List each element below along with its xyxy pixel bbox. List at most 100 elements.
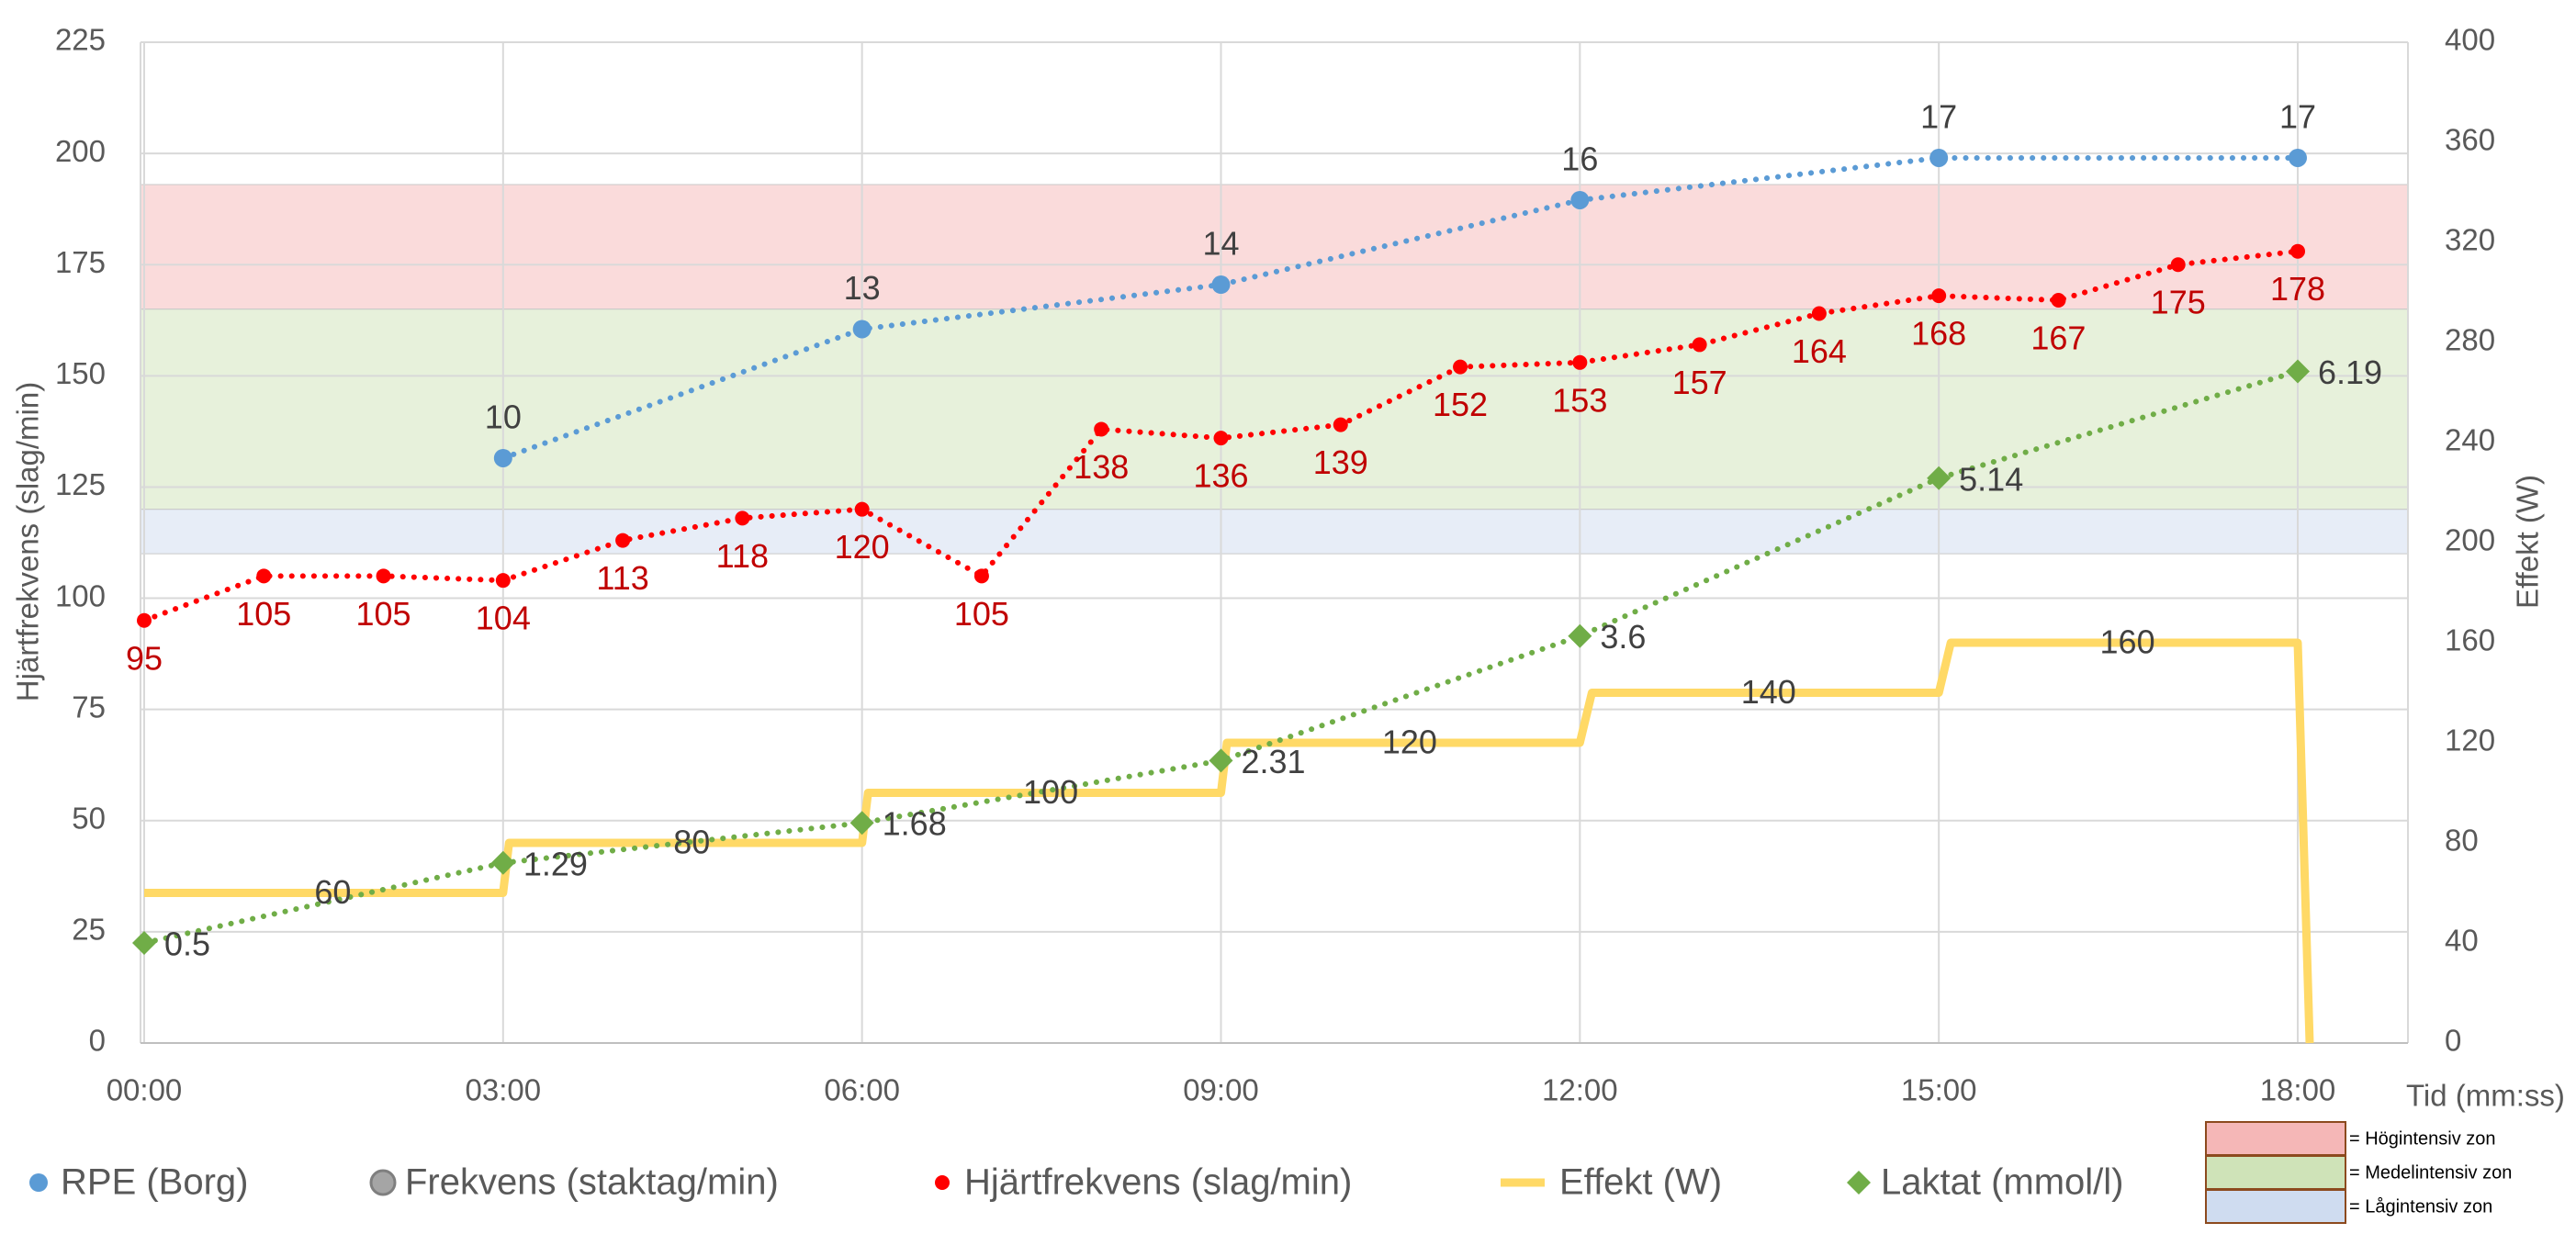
hjartfrekvens-data-label: 157 (1672, 364, 1727, 401)
y2-tick-label: 0 (2445, 1024, 2461, 1058)
hjartfrekvens-point (1333, 417, 1348, 432)
hjartfrekvens-data-label: 104 (476, 600, 531, 637)
hjartfrekvens-point (854, 501, 870, 517)
y-tick-label: 150 (55, 356, 106, 390)
rpe-data-label: 17 (2279, 97, 2316, 135)
hjartfrekvens-data-label: 175 (2151, 284, 2206, 321)
legend: RPE (Borg) Frekvens (staktag/min) Hjärtfre… (29, 1162, 2124, 1203)
y2-tick-label: 320 (2445, 223, 2495, 257)
y2-tick-label: 400 (2445, 23, 2495, 57)
hjartfrekvens-data-label: 167 (2030, 319, 2086, 356)
zone-legend-label: = Medelintensiv zon (2349, 1162, 2512, 1183)
rpe-point (1211, 275, 1231, 295)
hjartfrekvens-point (2290, 243, 2305, 259)
y-tick-label: 25 (72, 913, 106, 947)
y-tick-label: 75 (72, 690, 106, 724)
hjartfrekvens-data-label: 120 (835, 528, 890, 566)
x-tick-label: 09:00 (1183, 1073, 1259, 1107)
hjartfrekvens-data-label: 118 (716, 537, 769, 575)
hjartfrekvens-data-label: 113 (596, 559, 648, 597)
hjartfrekvens-data-label: 168 (1911, 315, 1966, 353)
rpe-data-label: 10 (485, 398, 522, 435)
legend-hjartfrekvens-marker (935, 1175, 950, 1190)
zone-band (140, 509, 2409, 555)
hjartfrekvens-point (137, 612, 152, 628)
laktat-data-label: 2.31 (1242, 743, 1306, 780)
hjartfrekvens-data-label: 105 (356, 595, 411, 633)
y2-tick-label: 240 (2445, 423, 2495, 457)
effekt-data-label: 100 (1023, 773, 1078, 811)
laktat-data-label: 1.29 (523, 845, 588, 882)
y-tick-label: 0 (89, 1024, 106, 1058)
data-labels: 60 80 100 120 140 160 0.5 1.29 1.68 2.31 3.6 5.14 6.… (126, 97, 2382, 962)
hjartfrekvens-point (973, 568, 989, 584)
laktat-point (1568, 623, 1592, 648)
hjartfrekvens-data-label: 164 (1792, 332, 1847, 370)
rpe-line (500, 154, 2300, 461)
x-tick-label: 15:00 (1901, 1073, 1977, 1107)
hjartfrekvens-point (1213, 431, 1229, 446)
x-tick-label: 06:00 (824, 1073, 900, 1107)
laktat-point (849, 811, 874, 836)
y-tick-label: 50 (72, 801, 106, 835)
hjartfrekvens-point (1453, 359, 1468, 375)
laktat-data-label: 1.68 (883, 805, 947, 843)
effekt-data-label: 80 (673, 824, 710, 861)
effekt-line (144, 638, 2314, 1044)
y2-tick-label: 360 (2445, 123, 2495, 157)
x-axis-title: Tid (mm:ss) (2406, 1079, 2565, 1113)
hjartfrekvens-data-label: 153 (1552, 381, 1607, 419)
legend-rpe-marker (29, 1173, 48, 1192)
hjartfrekvens-point (1931, 288, 1947, 304)
effekt-data-label: 160 (2100, 623, 2155, 661)
hjartfrekvens-data-label: 152 (1433, 386, 1488, 423)
axes: 0 25 50 75 100 125 150 175 200 225 0 40 80 120 160 200 2… (55, 23, 2495, 1107)
hjartfrekvens-point (1692, 337, 1707, 353)
intensity-zones (140, 184, 2409, 555)
rpe-point (493, 448, 512, 467)
laktat-point (490, 850, 515, 875)
hjartfrekvens-point (1094, 421, 1109, 437)
y2-tick-label: 40 (2445, 924, 2479, 958)
zone-legend-swatch (2205, 1155, 2346, 1190)
effekt-data-label: 140 (1741, 673, 1796, 711)
hjartfrekvens-data-label: 105 (954, 595, 1009, 633)
zone-legend-label: = Högintensiv zon (2349, 1128, 2496, 1149)
hjartfrekvens-point (1572, 354, 1588, 370)
laktat-point (132, 931, 156, 955)
y2-tick-label: 200 (2445, 523, 2495, 557)
effekt-data-label: 120 (1382, 724, 1437, 761)
hjartfrekvens-point (495, 573, 511, 589)
zone-band (140, 184, 2409, 310)
laktat-data-label: 3.6 (1600, 618, 1646, 656)
hjartfrekvens-data-label: 138 (1074, 448, 1129, 486)
legend-label: Frekvens (staktag/min) (405, 1162, 779, 1203)
rpe-data-label: 14 (1202, 225, 1239, 263)
rpe-point (852, 320, 872, 339)
laktat-point (2286, 359, 2310, 384)
y-tick-label: 175 (55, 245, 106, 279)
y2-tick-label: 80 (2445, 824, 2479, 858)
rpe-point (2289, 148, 2307, 167)
legend-frekvens-marker (369, 1169, 397, 1196)
y-tick-label: 225 (55, 23, 106, 57)
rpe-point (1929, 148, 1949, 167)
legend-laktat-marker (1847, 1171, 1871, 1195)
y-tick-label: 100 (55, 578, 106, 612)
hjartfrekvens-point (1811, 306, 1827, 321)
x-tick-label: 12:00 (1542, 1073, 1618, 1107)
zone-band (140, 308, 2409, 510)
series-layer (132, 148, 2314, 1044)
y-tick-label: 125 (55, 467, 106, 501)
hjartfrekvens-data-label: 178 (2270, 270, 2325, 308)
laktat-point (1209, 748, 1233, 773)
x-tick-label: 03:00 (466, 1073, 542, 1107)
legend-label: Effekt (W) (1559, 1162, 1722, 1203)
legend-label: Hjärtfrekvens (slag/min) (964, 1162, 1352, 1203)
hjartfrekvens-point (376, 568, 391, 584)
zone-legend-swatch (2205, 1121, 2346, 1156)
rpe-data-label: 13 (844, 269, 881, 307)
hjartfrekvens-point (2170, 257, 2186, 273)
x-tick-label: 18:00 (2260, 1073, 2336, 1107)
